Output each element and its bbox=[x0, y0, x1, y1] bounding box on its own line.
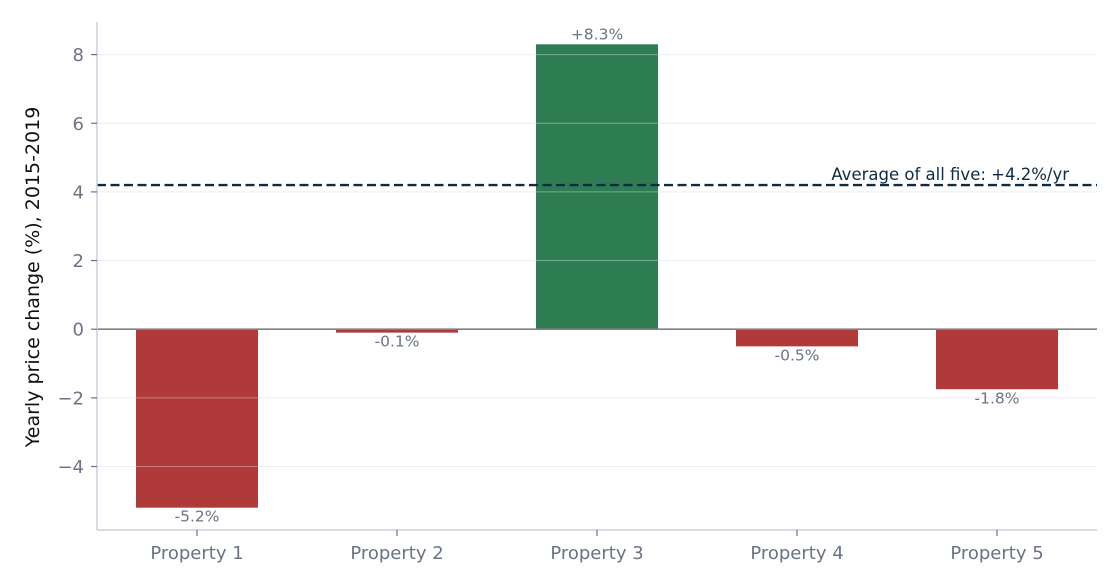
y-axis-title: Yearly price change (%), 2015-2019 bbox=[22, 107, 44, 449]
bar-value-label: -0.5% bbox=[775, 346, 820, 364]
x-tick-label: Property 2 bbox=[350, 543, 443, 564]
bar-value-label: -5.2% bbox=[175, 508, 220, 526]
bar-value-label: -1.8% bbox=[975, 389, 1020, 407]
labels: Average of all five: +4.2%/yr -5.2% -0.1% +… bbox=[175, 25, 1070, 525]
bar bbox=[336, 329, 458, 333]
bar bbox=[536, 44, 658, 330]
y-tick-label: 0 bbox=[73, 320, 84, 341]
bars bbox=[97, 44, 1097, 508]
x-tick-label: Property 3 bbox=[550, 543, 643, 564]
x-tick-label: Property 5 bbox=[950, 543, 1043, 564]
reference-lines bbox=[97, 183, 1097, 331]
y-tick-label: 8 bbox=[73, 45, 84, 66]
y-tick-label: −4 bbox=[57, 457, 84, 478]
x-tick-label: Property 4 bbox=[750, 543, 843, 564]
axes: −4 −2 0 2 4 6 8 Property 1 Property 2 Property 3 P… bbox=[57, 22, 1097, 564]
bar bbox=[736, 329, 858, 347]
y-tick-label: 4 bbox=[73, 182, 84, 203]
y-tick-label: 6 bbox=[73, 114, 84, 135]
bar bbox=[136, 329, 258, 508]
bar-value-label: +8.3% bbox=[571, 25, 623, 43]
x-tick-label: Property 1 bbox=[150, 543, 243, 564]
y-tick-label: 2 bbox=[73, 251, 84, 272]
bar-value-label: -0.1% bbox=[375, 333, 420, 351]
y-tick-label: −2 bbox=[57, 388, 84, 409]
bar bbox=[936, 329, 1058, 390]
average-line-label: Average of all five: +4.2%/yr bbox=[831, 165, 1069, 184]
